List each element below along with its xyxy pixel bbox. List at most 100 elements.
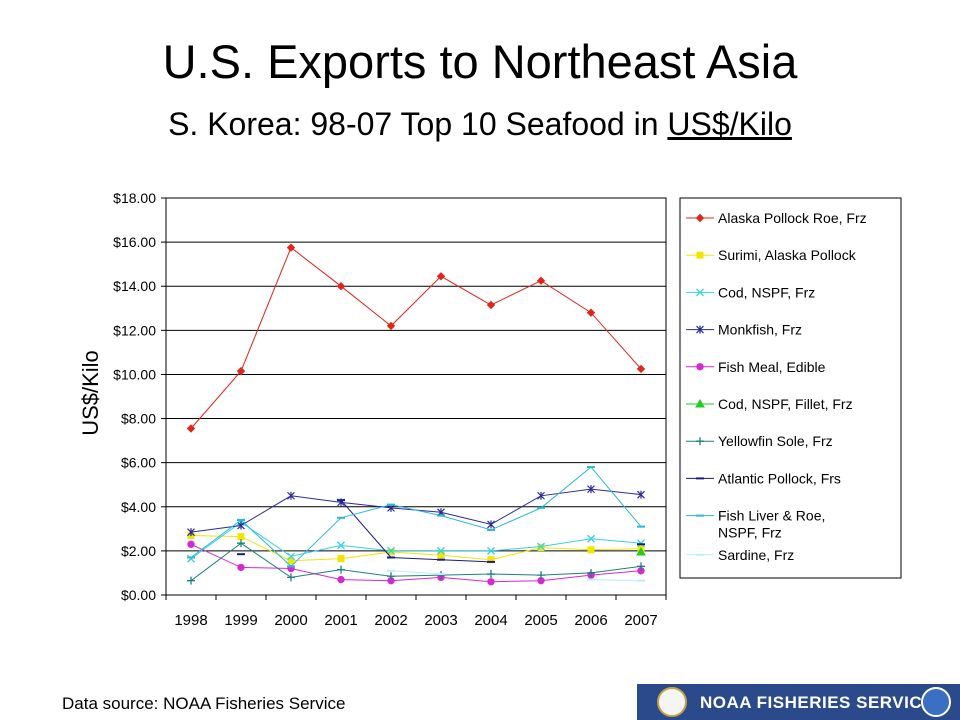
noaa-logo-icon [921, 687, 951, 717]
data-point [337, 575, 345, 584]
series-1 [186, 243, 646, 433]
series-line [190, 246, 642, 429]
legend-label: Alaska Pollock Roe, Frz [718, 210, 867, 226]
data-point [487, 570, 495, 579]
subtitle-unit: US$/Kilo [667, 106, 792, 142]
data-point [487, 546, 495, 555]
data-point [436, 272, 446, 281]
data-point [537, 571, 545, 580]
data-point [336, 282, 346, 291]
legend-marker [695, 398, 705, 408]
x-tick-label: 1999 [224, 612, 257, 629]
x-tick-label: 1998 [174, 612, 207, 629]
legend-label: Cod, NSPF, Fillet, Frz [718, 396, 853, 412]
y-tick-label: $2.00 [121, 543, 156, 559]
plot-frame [165, 197, 667, 596]
data-point [187, 528, 195, 537]
data-point [387, 572, 395, 581]
data-point [237, 539, 245, 548]
data-point [237, 521, 245, 530]
y-axis-label: US$/Kilo [78, 350, 103, 436]
data-point [537, 542, 545, 551]
data-point [536, 276, 546, 285]
legend-marker [696, 437, 704, 446]
data-point [586, 308, 596, 317]
data-point [337, 565, 345, 574]
series-8 [237, 500, 645, 562]
series-line [390, 570, 642, 582]
y-tick-label: $16.00 [113, 234, 156, 250]
data-point [636, 364, 646, 374]
data-point [487, 578, 495, 586]
y-tick-label: $8.00 [121, 411, 156, 427]
legend-label: Fish Meal, Edible [718, 359, 826, 375]
x-tick-label: 2004 [474, 612, 507, 629]
slide-title: U.S. Exports to Northeast Asia [162, 35, 798, 88]
data-point [487, 520, 495, 529]
data-point [287, 573, 295, 582]
data-point [287, 491, 295, 500]
slide-subtitle: S. Korea: 98-07 Top 10 Seafood in US$/Ki… [0, 108, 960, 140]
legend-box [679, 197, 902, 579]
series-3 [187, 518, 645, 563]
noaa-footer-banner [637, 684, 960, 720]
data-point [187, 540, 195, 548]
data-point [287, 557, 295, 565]
series-line [190, 535, 642, 562]
data-point [587, 546, 595, 554]
y-tick-label: $12.00 [113, 322, 156, 338]
data-point [236, 366, 246, 376]
series-7 [187, 539, 645, 585]
legend-marker [696, 363, 704, 371]
legend-marker [695, 213, 705, 223]
data-point [637, 539, 645, 548]
series-10 [387, 569, 645, 582]
legend-label: Cod, NSPF, Frz [718, 284, 815, 300]
data-point [637, 562, 645, 571]
data-source-note: Data source: NOAA Fisheries Service [62, 694, 346, 713]
data-point [537, 544, 545, 552]
commerce-seal-icon [657, 687, 687, 717]
series-line [190, 542, 642, 582]
legend-label: Monkfish, Frz [718, 322, 802, 338]
series-line [190, 543, 642, 583]
x-tick-label: 2000 [274, 612, 307, 629]
y-tick-label: $10.00 [113, 366, 156, 382]
x-tick-label: 2001 [324, 612, 357, 629]
data-point [437, 571, 445, 580]
data-point [437, 551, 445, 559]
series-6 [636, 546, 646, 556]
data-point [587, 485, 595, 494]
legend-marker [696, 251, 704, 259]
data-point [636, 546, 646, 556]
data-point [637, 490, 645, 499]
legend-label: Fish Liver & Roe, NSPF, Frz [718, 508, 829, 541]
data-point [237, 563, 245, 572]
data-point [587, 534, 595, 543]
data-point [287, 552, 295, 561]
series-9 [187, 466, 645, 568]
data-point [386, 321, 396, 331]
y-tick-label: $4.00 [121, 499, 156, 515]
y-tick-label: $0.00 [121, 587, 156, 603]
x-tick-label: 2003 [424, 612, 457, 629]
x-tick-label: 2007 [624, 612, 657, 629]
series-line [190, 466, 642, 567]
x-tick-label: 2002 [374, 612, 407, 629]
series-5 [187, 540, 645, 586]
data-point [286, 243, 296, 252]
legend-marker [696, 325, 704, 334]
data-point [237, 533, 245, 541]
data-point [437, 546, 445, 555]
data-point [387, 548, 395, 556]
data-point [537, 491, 545, 500]
x-tick-label: 2005 [524, 612, 557, 629]
legend-label: Surimi, Alaska Pollock [718, 247, 857, 263]
data-point [187, 576, 195, 585]
data-point [387, 546, 395, 555]
y-tick-label: $14.00 [113, 278, 156, 294]
data-point [587, 568, 595, 577]
subtitle-text: S. Korea: 98-07 Top 10 Seafood in [168, 106, 668, 142]
y-tick-label: $18.00 [113, 190, 156, 206]
legend-label: Atlantic Pollock, Frs [718, 470, 841, 486]
